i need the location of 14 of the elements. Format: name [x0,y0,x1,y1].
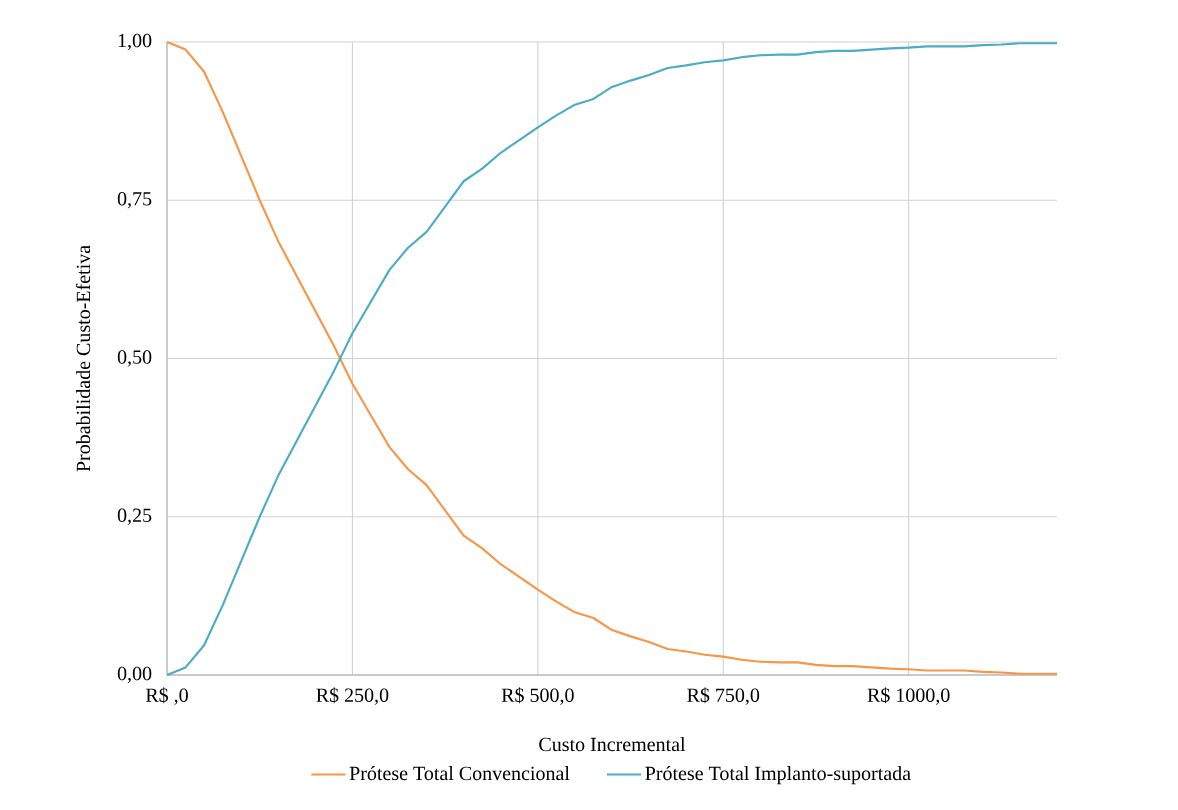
y-tick-label: 0,50 [117,350,152,367]
legend-label: Prótese Total Implanto-suportada [645,766,911,785]
legend-label: Prótese Total Convencional [349,766,570,781]
x-tick-label: R$ 500,0 [501,687,574,705]
x-axis-title: Custo Incremental [539,737,686,752]
y-tick-label: 0,75 [117,192,152,209]
x-tick-label: R$ 750,0 [687,687,760,705]
x-tick-label: R$ 250,0 [316,687,389,705]
y-tick-label: 1,00 [118,33,152,51]
x-tick-label: R$ 1000,0 [867,687,950,705]
y-tick-label: 0,00 [117,666,152,684]
y-tick-label: 0,25 [117,508,152,525]
y-axis-title: Probabilidade Custo-Efetiva [75,245,91,472]
x-tick-label: R$ ,0 [145,687,188,705]
